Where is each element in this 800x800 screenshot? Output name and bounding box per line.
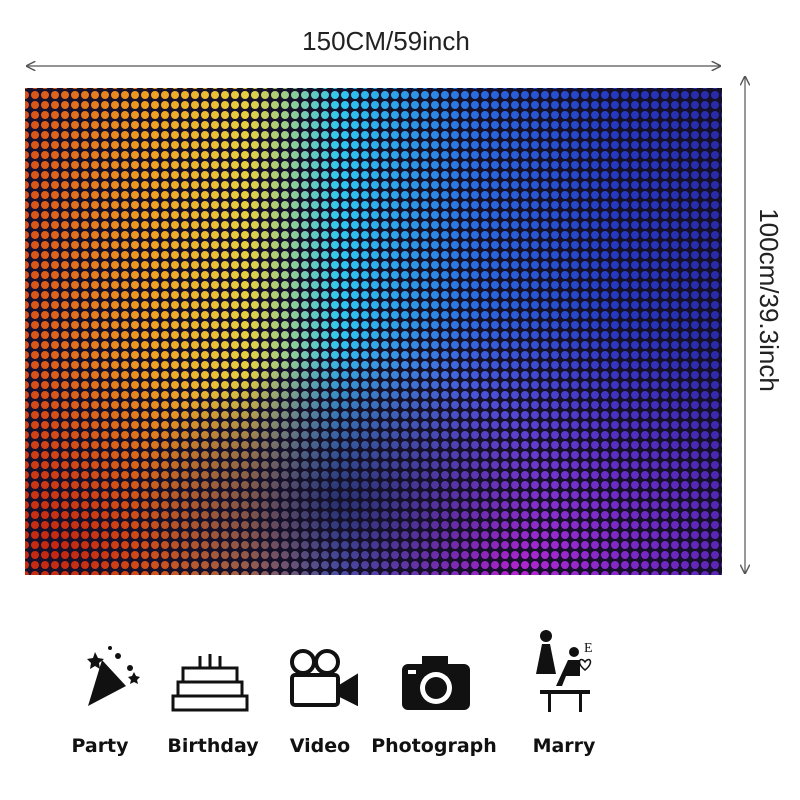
- camera-icon: [402, 656, 470, 710]
- marry-icon: E: [536, 630, 593, 712]
- height-label: 100cm/39.3inch: [754, 208, 784, 392]
- svg-text:E: E: [584, 641, 593, 656]
- use-label: Marry: [533, 735, 596, 757]
- use-label: Photograph: [371, 735, 497, 757]
- use-label: Video: [290, 735, 350, 757]
- width-label: 150CM/59inch: [302, 26, 470, 56]
- party-icon: [87, 646, 140, 706]
- video-icon: [290, 649, 358, 707]
- use-label: Birthday: [167, 735, 259, 757]
- use-label: Party: [71, 735, 129, 757]
- birthday-icon: [171, 654, 249, 712]
- backdrop: [25, 88, 722, 575]
